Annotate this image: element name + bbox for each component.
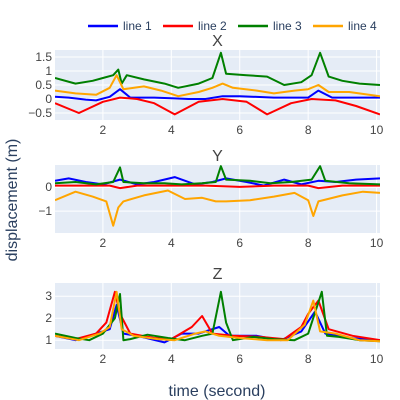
subplot-y: 2 4 6 8 10 −1 0 Y <box>38 148 383 250</box>
x-tick-label: 6 <box>236 123 243 137</box>
x-tick-label: 2 <box>100 123 107 137</box>
x-tick-label: 10 <box>370 236 384 250</box>
y-tick-label: −0.5 <box>28 106 52 120</box>
x-tick-label: 4 <box>168 123 175 137</box>
y-axis-title: displacement (m) <box>4 139 21 262</box>
series-line-2[interactable] <box>55 184 380 190</box>
plot-area <box>55 283 380 349</box>
y-tick-label: 0.5 <box>35 78 52 92</box>
y-tick-label: 0 <box>45 180 52 194</box>
x-tick-label: 10 <box>370 123 384 137</box>
y-tick-label: 1 <box>45 333 52 347</box>
x-tick-label: 8 <box>305 352 312 366</box>
x-tick-label: 2 <box>100 236 107 250</box>
legend: line 1 line 2 line 3 line 4 <box>88 19 377 33</box>
series-line-2[interactable] <box>55 96 380 116</box>
x-tick-label: 2 <box>100 352 107 366</box>
x-tick-label: 4 <box>168 352 175 366</box>
x-tick-label: 4 <box>168 236 175 250</box>
subplot-title: X <box>212 33 223 50</box>
y-tick-label: 1 <box>45 64 52 78</box>
y-tick-label: 2 <box>45 311 52 325</box>
series-line-4[interactable] <box>55 189 380 227</box>
legend-label[interactable]: line 3 <box>273 19 302 33</box>
x-tick-label: 8 <box>305 236 312 250</box>
subplot-title: Y <box>212 148 223 165</box>
subplot-title: Z <box>213 266 223 283</box>
series-line-3[interactable] <box>55 165 380 186</box>
y-tick-label: −1 <box>38 204 52 218</box>
x-tick-label: 6 <box>236 352 243 366</box>
series-line-4[interactable] <box>55 290 380 343</box>
x-tick-label: 8 <box>305 123 312 137</box>
legend-label[interactable]: line 4 <box>348 19 377 33</box>
legend-label[interactable]: line 1 <box>123 19 152 33</box>
series-line-4[interactable] <box>55 74 380 98</box>
x-tick-label: 6 <box>236 236 243 250</box>
y-tick-label: 1.5 <box>35 50 52 64</box>
series-line-3[interactable] <box>55 51 380 89</box>
series-line-1[interactable] <box>55 88 380 102</box>
x-tick-label: 10 <box>370 352 384 366</box>
y-tick-label: 0 <box>45 92 52 106</box>
x-axis-title: time (second) <box>169 383 266 400</box>
subplot-x: 2 4 6 8 10 −0.500.511.5 X <box>28 33 383 137</box>
legend-label[interactable]: line 2 <box>198 19 227 33</box>
y-tick-label: 3 <box>45 289 52 303</box>
